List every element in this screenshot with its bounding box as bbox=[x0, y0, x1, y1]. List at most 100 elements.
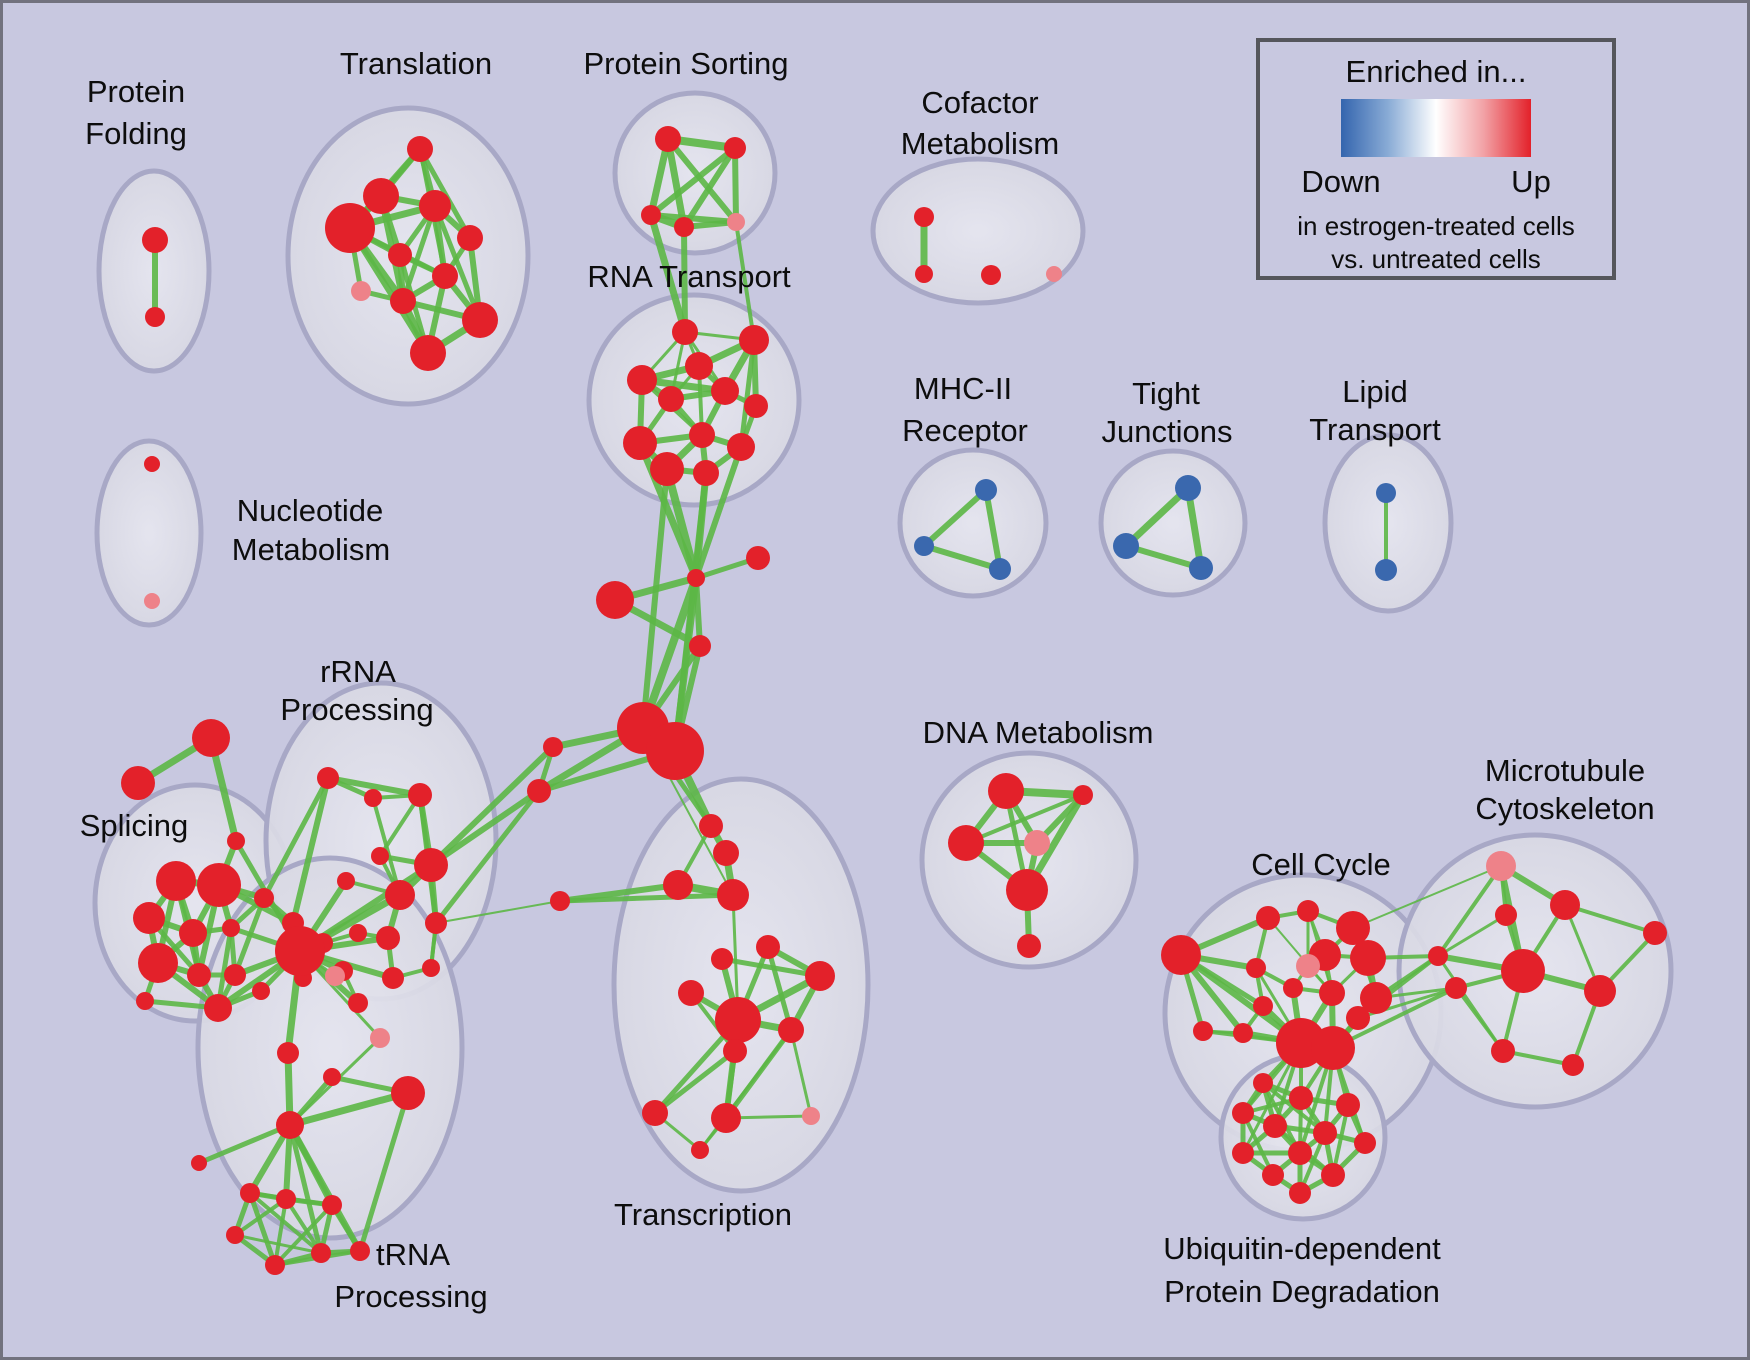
gene-set-node-p4 bbox=[727, 213, 745, 231]
cluster-label-protein-folding-line1: Protein bbox=[87, 74, 185, 109]
edge-x4-x10 bbox=[765, 944, 794, 1033]
gene-set-node-u6 bbox=[226, 1226, 244, 1244]
gene-set-node-a2 bbox=[227, 832, 245, 850]
gene-set-node-r11 bbox=[693, 460, 719, 486]
cluster-label-nucleotide-metabolism-line2: Metabolism bbox=[232, 532, 391, 567]
gene-set-node-q9 bbox=[349, 924, 367, 942]
gene-set-node-ub11 bbox=[1289, 1182, 1311, 1204]
gene-set-node-nm1 bbox=[144, 593, 160, 609]
gene-set-node-x6 bbox=[678, 980, 704, 1006]
gene-set-node-cc14 bbox=[1311, 1026, 1355, 1070]
gene-set-node-p0 bbox=[655, 126, 681, 152]
gene-set-node-r5 bbox=[658, 386, 684, 412]
cluster-ellipse-dna-metabolism bbox=[919, 750, 1139, 970]
gene-set-node-t9 bbox=[462, 302, 498, 338]
edge-m4-m0 bbox=[1436, 864, 1503, 958]
edge-m1-m7 bbox=[1563, 903, 1657, 935]
cluster-label-tight-junctions-line1: Tight bbox=[1132, 376, 1200, 411]
gene-set-node-x0 bbox=[699, 814, 723, 838]
cluster-label-protein-folding-line2: Folding bbox=[85, 116, 187, 151]
gene-set-node-b7 bbox=[1375, 559, 1397, 581]
gene-set-node-r7 bbox=[623, 426, 657, 460]
gene-set-node-cc12 bbox=[1233, 1023, 1253, 1043]
gene-set-node-cc0 bbox=[1161, 935, 1201, 975]
gene-set-node-t1 bbox=[363, 178, 399, 214]
gene-set-node-g0 bbox=[687, 569, 705, 587]
gene-set-node-x8 bbox=[715, 997, 761, 1043]
cluster-label-mhc-ii-receptor-line2: Receptor bbox=[902, 413, 1028, 448]
edge-x10-x12 bbox=[723, 1027, 794, 1121]
gene-set-node-m7 bbox=[1643, 921, 1667, 945]
edge-p3-r0 bbox=[681, 224, 688, 335]
gene-set-node-t0 bbox=[407, 136, 433, 162]
gene-set-node-cc11 bbox=[1253, 996, 1273, 1016]
gene-set-node-pf0 bbox=[142, 227, 168, 253]
edge-b1-b2 bbox=[921, 543, 1003, 572]
edge-t3-t8 bbox=[400, 203, 438, 304]
gene-set-node-cc16 bbox=[1346, 1006, 1370, 1030]
edge-u10-u2 bbox=[196, 1122, 293, 1166]
gene-set-node-m0 bbox=[1486, 851, 1516, 881]
gene-set-node-x2 bbox=[663, 870, 693, 900]
edge-ub3-ub9 bbox=[1241, 1111, 1275, 1177]
edge-m4-m2 bbox=[1436, 913, 1508, 958]
gene-set-node-d0 bbox=[988, 773, 1024, 809]
gene-set-node-b2 bbox=[989, 558, 1011, 580]
cluster-label-trna-processing-line2: Processing bbox=[334, 1279, 487, 1314]
gene-set-node-r2 bbox=[685, 352, 713, 380]
cluster-label-dna-metabolism: DNA Metabolism bbox=[923, 715, 1154, 750]
cluster-label-translation: Translation bbox=[340, 46, 492, 81]
edge-u3-u7 bbox=[247, 1190, 278, 1268]
edge-b3-b4 bbox=[1122, 484, 1192, 550]
gene-set-node-t4 bbox=[457, 225, 483, 251]
gene-set-node-q4 bbox=[414, 848, 448, 882]
cluster-label-ubiquitin-degradation-line1: Ubiquitin-dependent bbox=[1163, 1231, 1441, 1266]
gene-set-node-cc8 bbox=[1283, 978, 1303, 998]
edge-b0-b2 bbox=[983, 487, 1003, 572]
legend-context-line2: vs. untreated cells bbox=[1331, 244, 1541, 274]
gene-set-node-a1 bbox=[121, 766, 155, 800]
gene-set-node-s10 bbox=[204, 994, 232, 1022]
gene-set-node-cc9 bbox=[1319, 980, 1345, 1006]
gene-set-node-cc7 bbox=[1296, 954, 1320, 978]
gene-set-node-u9 bbox=[350, 1241, 370, 1261]
edge-p2-r0 bbox=[647, 211, 689, 336]
gene-set-node-r0 bbox=[672, 319, 698, 345]
gene-set-node-m9 bbox=[1562, 1054, 1584, 1076]
cluster-ellipse-mhc-ii-receptor bbox=[897, 447, 1049, 599]
gene-set-node-x10 bbox=[778, 1017, 804, 1043]
gene-set-node-a0 bbox=[192, 719, 230, 757]
gene-set-node-nm0 bbox=[144, 456, 160, 472]
edge-q0-q2 bbox=[325, 775, 423, 798]
cluster-label-rrna-processing-line1: rRNA bbox=[320, 654, 396, 689]
edge-u5-u7 bbox=[273, 1203, 334, 1267]
gene-set-node-cc15 bbox=[1193, 1021, 1213, 1041]
gene-set-node-hub2 bbox=[646, 722, 704, 780]
legend-gradient-bar bbox=[1341, 99, 1531, 157]
edge-g0-g3 bbox=[693, 575, 703, 649]
gene-set-node-b5 bbox=[1189, 556, 1213, 580]
gene-set-node-g1 bbox=[746, 546, 770, 570]
gene-set-node-u2 bbox=[276, 1111, 304, 1139]
edge-b4-b5 bbox=[1123, 543, 1204, 571]
gene-set-node-t8 bbox=[390, 288, 416, 314]
gene-set-node-q11 bbox=[425, 912, 447, 934]
gene-set-node-g3 bbox=[689, 635, 711, 657]
cluster-label-lipid-transport-line2: Transport bbox=[1309, 412, 1441, 447]
gene-set-node-cf1 bbox=[915, 265, 933, 283]
gene-set-node-pf1 bbox=[145, 307, 165, 327]
gene-set-node-p1 bbox=[724, 137, 746, 159]
gene-set-node-ub5 bbox=[1313, 1121, 1337, 1145]
edge-p0-p4 bbox=[665, 136, 739, 225]
cluster-ellipse-nucleotide-metabolism bbox=[94, 438, 204, 628]
gene-set-node-r8 bbox=[689, 422, 715, 448]
gene-set-node-g5 bbox=[550, 891, 570, 911]
gene-set-node-b3 bbox=[1175, 475, 1201, 501]
gene-set-node-b6 bbox=[1376, 483, 1396, 503]
gene-set-node-q3 bbox=[371, 847, 389, 865]
gene-set-node-t5 bbox=[388, 243, 412, 267]
cluster-label-cofactor-metabolism-line1: Cofactor bbox=[921, 85, 1038, 120]
cluster-label-splicing: Splicing bbox=[80, 808, 189, 843]
gene-set-node-x9 bbox=[723, 1039, 747, 1063]
gene-set-node-m8 bbox=[1491, 1039, 1515, 1063]
